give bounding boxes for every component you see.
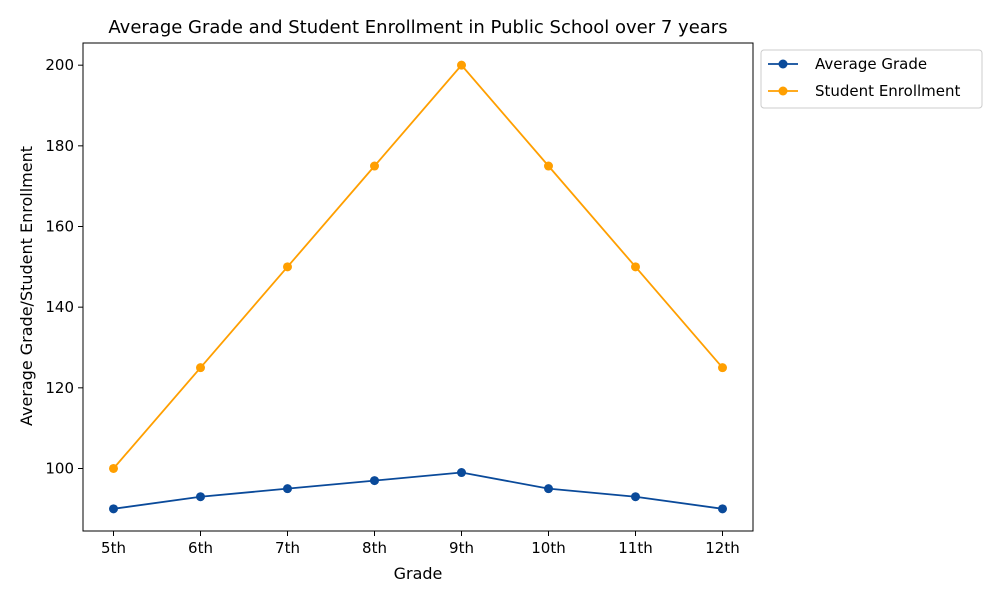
y-tick-label: 180 [45, 137, 74, 155]
legend: Average Grade Student Enrollment [761, 50, 982, 108]
x-tick-label: 12th [705, 539, 739, 557]
axis-ticks: 5th 6th 7th 8th 9th 10th 11th 12th 100 120 140 160 1… [45, 56, 739, 557]
data-point [109, 464, 118, 473]
data-point [109, 504, 118, 513]
data-point [718, 363, 727, 372]
data-point [631, 262, 640, 271]
data-point [370, 476, 379, 485]
x-tick-label: 9th [449, 539, 474, 557]
y-tick-label: 100 [45, 459, 74, 477]
data-point [196, 363, 205, 372]
data-point [631, 492, 640, 501]
y-tick-label: 140 [45, 298, 74, 316]
chart-title: Average Grade and Student Enrollment in … [108, 17, 727, 38]
series-1 [109, 61, 727, 473]
x-tick-label: 7th [275, 539, 300, 557]
data-point [718, 504, 727, 513]
data-point [283, 262, 292, 271]
series-layer [109, 61, 727, 514]
x-tick-label: 11th [618, 539, 652, 557]
legend-label: Student Enrollment [815, 82, 960, 100]
data-point [457, 61, 466, 70]
data-point [370, 162, 379, 171]
x-tick-label: 6th [188, 539, 213, 557]
data-point [457, 468, 466, 477]
legend-swatch-marker [779, 60, 788, 69]
data-point [196, 492, 205, 501]
x-axis-label: Grade [394, 564, 443, 583]
x-tick-label: 5th [101, 539, 126, 557]
series-line [114, 473, 723, 509]
legend-label: Average Grade [815, 55, 927, 73]
data-point [283, 484, 292, 493]
x-tick-label: 8th [362, 539, 387, 557]
y-tick-label: 120 [45, 379, 74, 397]
data-point [544, 484, 553, 493]
series-0 [109, 468, 727, 513]
data-point [544, 162, 553, 171]
y-tick-label: 200 [45, 56, 74, 74]
legend-swatch-marker [779, 87, 788, 96]
y-axis-label: Average Grade/Student Enrollment [17, 146, 36, 426]
x-tick-label: 10th [531, 539, 565, 557]
y-tick-label: 160 [45, 218, 74, 236]
